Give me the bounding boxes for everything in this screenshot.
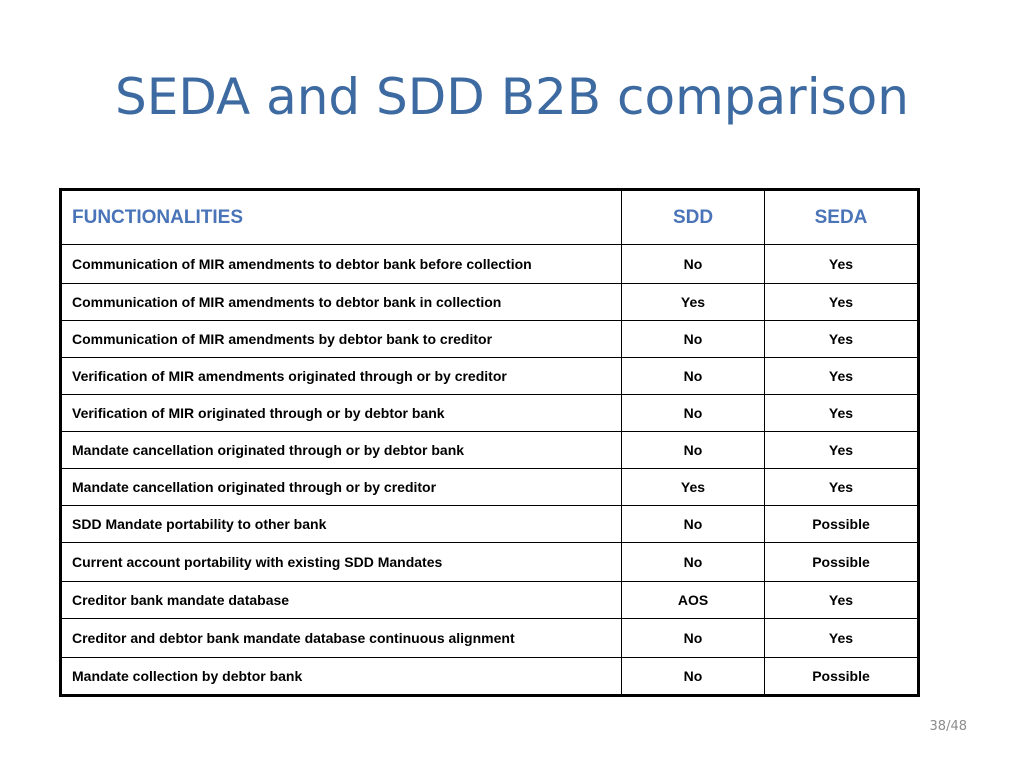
feature-cell: Creditor bank mandate database (60, 581, 622, 619)
sdd-cell: No (621, 357, 765, 395)
feature-cell: Communication of MIR amendments by debto… (60, 320, 622, 358)
sdd-cell: No (621, 394, 765, 432)
seda-cell: Yes (764, 468, 919, 506)
seda-cell: Yes (764, 320, 919, 358)
sdd-cell: No (621, 244, 765, 284)
table-row: Mandate cancellation originated through … (60, 468, 919, 506)
feature-cell: Communication of MIR amendments to debto… (60, 244, 622, 284)
feature-cell: SDD Mandate portability to other bank (60, 505, 622, 543)
seda-cell: Yes (764, 581, 919, 619)
sdd-cell: Yes (621, 468, 765, 506)
sdd-cell: No (621, 505, 765, 543)
table-row: Verification of MIR amendments originate… (60, 357, 919, 395)
feature-cell: Verification of MIR originated through o… (60, 394, 622, 432)
table-row: Creditor bank mandate database AOS Yes (60, 581, 919, 619)
sdd-cell: AOS (621, 581, 765, 619)
seda-cell: Yes (764, 618, 919, 658)
table-row: Current account portability with existin… (60, 542, 919, 582)
feature-cell: Mandate cancellation originated through … (60, 468, 622, 506)
header-seda: SEDA (764, 189, 919, 245)
seda-cell: Yes (764, 357, 919, 395)
seda-cell: Possible (764, 657, 919, 696)
table-row: Communication of MIR amendments by debto… (60, 320, 919, 358)
seda-cell: Yes (764, 244, 919, 284)
table-header-row: FUNCTIONALITIES SDD SEDA (60, 189, 919, 245)
feature-cell: Mandate cancellation originated through … (60, 431, 622, 469)
seda-cell: Yes (764, 394, 919, 432)
sdd-cell: No (621, 320, 765, 358)
table-row: Mandate cancellation originated through … (60, 431, 919, 469)
sdd-cell: No (621, 618, 765, 658)
feature-cell: Creditor and debtor bank mandate databas… (60, 618, 622, 658)
seda-cell: Possible (764, 542, 919, 582)
feature-cell: Communication of MIR amendments to debto… (60, 283, 622, 321)
table-row: Communication of MIR amendments to debto… (60, 283, 919, 321)
header-functionalities: FUNCTIONALITIES (60, 189, 622, 245)
page-number: 38/48 (929, 719, 967, 734)
sdd-cell: No (621, 657, 765, 696)
feature-cell: Mandate collection by debtor bank (60, 657, 622, 696)
slide-title: SEDA and SDD B2B comparison (115, 68, 909, 126)
table-row: SDD Mandate portability to other bank No… (60, 505, 919, 543)
header-sdd: SDD (621, 189, 765, 245)
table-row: Creditor and debtor bank mandate databas… (60, 618, 919, 658)
table-row: Communication of MIR amendments to debto… (60, 244, 919, 284)
seda-cell: Yes (764, 431, 919, 469)
seda-cell: Yes (764, 283, 919, 321)
sdd-cell: No (621, 431, 765, 469)
seda-cell: Possible (764, 505, 919, 543)
table-row: Mandate collection by debtor bank No Pos… (60, 657, 919, 696)
comparison-table: FUNCTIONALITIES SDD SEDA Communication o… (59, 188, 920, 697)
sdd-cell: Yes (621, 283, 765, 321)
feature-cell: Verification of MIR amendments originate… (60, 357, 622, 395)
sdd-cell: No (621, 542, 765, 582)
table-row: Verification of MIR originated through o… (60, 394, 919, 432)
feature-cell: Current account portability with existin… (60, 542, 622, 582)
